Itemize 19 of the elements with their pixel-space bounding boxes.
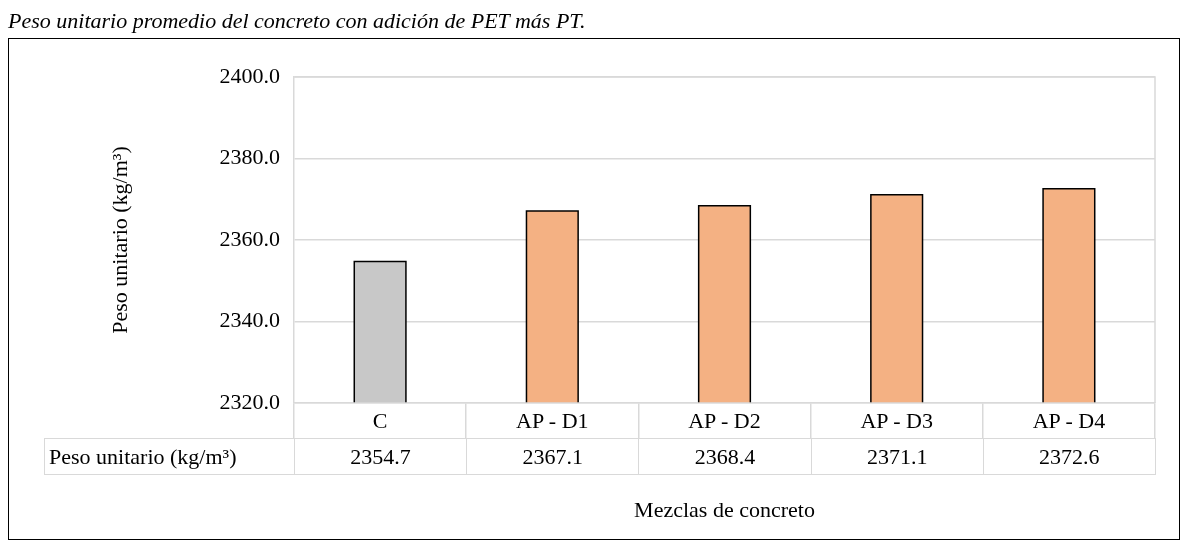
y-tick-label: 2320.0 [219,388,280,414]
y-tick-label: 2380.0 [219,144,280,170]
data-label: 2367.1 [466,438,639,475]
x-tick-label: AP - D1 [516,407,589,433]
y-tick-label: 2400.0 [219,62,280,88]
chart-title: Peso unitario promedio del concreto con adición de PET más PT. [8,8,587,34]
x-tick-label: AP - D3 [860,407,933,433]
x-tick-label: C [372,407,388,433]
data-label: 2372.6 [983,438,1156,475]
text: Peso unitario (kg/m³) [44,438,295,475]
data-label: 2371.1 [811,438,984,475]
y-axis-title: Peso unitario (kg/m³) [106,146,132,334]
y-tick-label: 2340.0 [219,307,280,333]
y-tick-label: 2360.0 [219,225,280,251]
x-axis-title: Mezclas de concreto [633,497,816,523]
x-tick-label: AP - D4 [1032,407,1106,433]
data-label: 2368.4 [638,438,812,475]
data-label: 2354.7 [294,438,467,475]
x-tick-label: AP - D2 [688,407,761,433]
